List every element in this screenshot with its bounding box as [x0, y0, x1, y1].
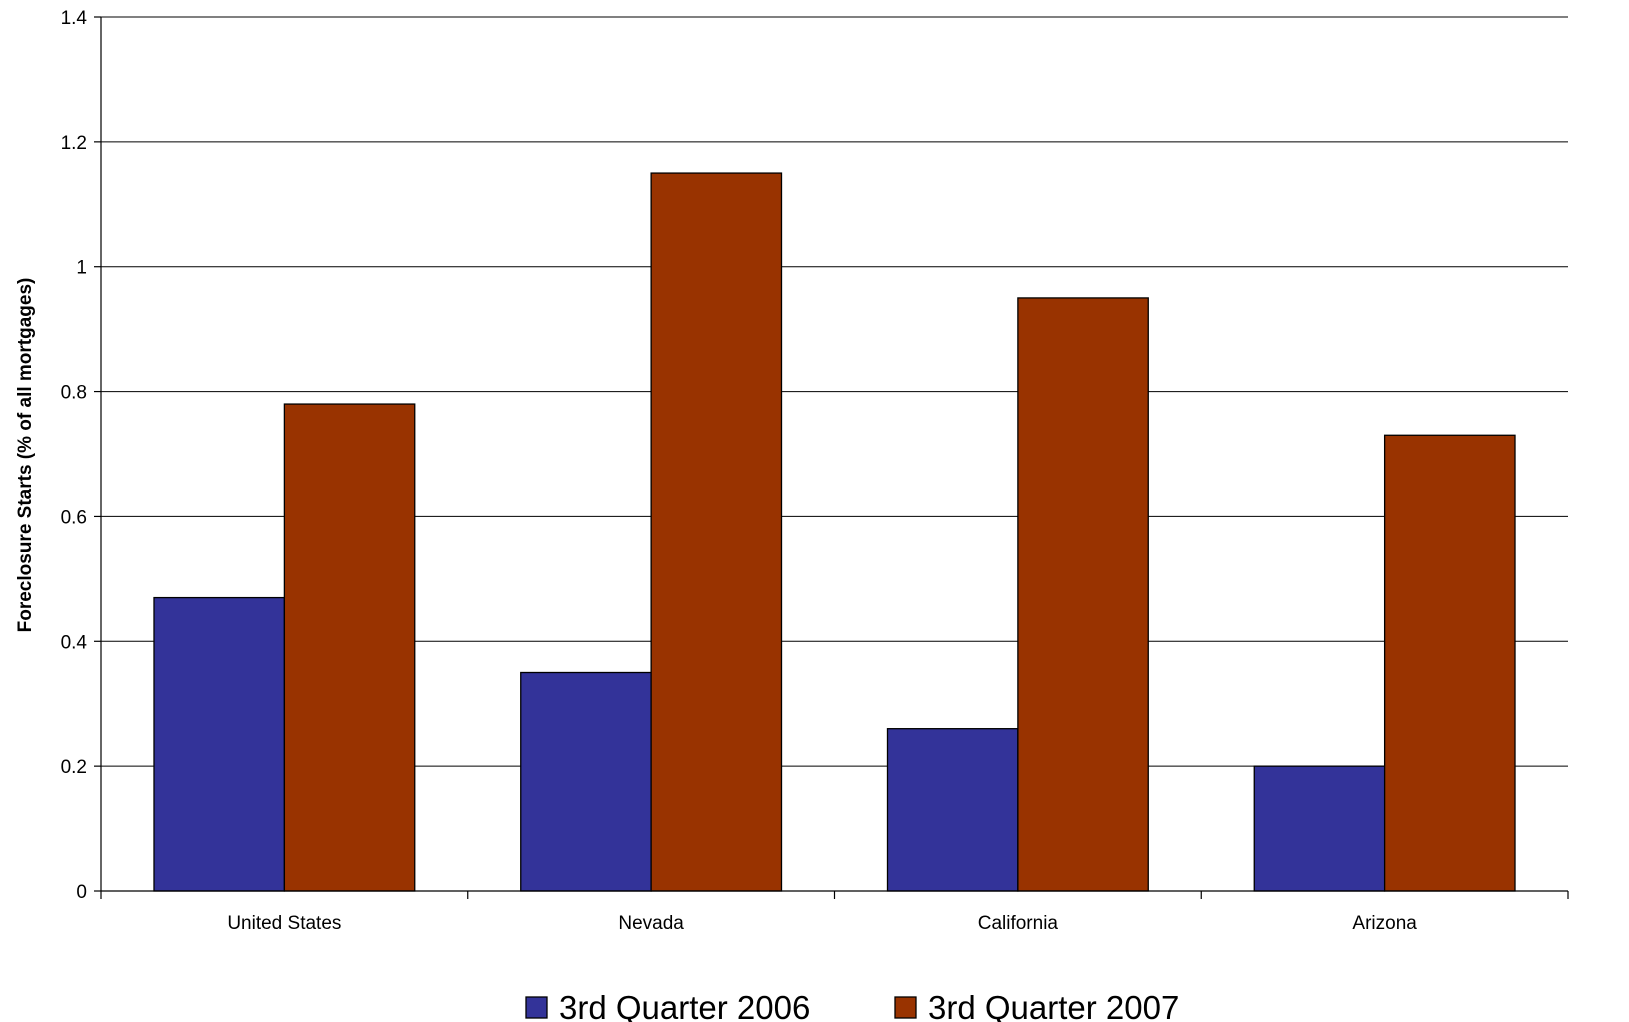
- x-tick-label: United States: [227, 913, 341, 934]
- legend-swatch: [525, 996, 548, 1019]
- bar-nevada-series-2: [650, 172, 783, 892]
- y-tick-label: 1.2: [61, 133, 87, 154]
- bar-nevada-series-1: [520, 671, 652, 892]
- y-tick-label: 0.6: [61, 507, 87, 528]
- bar-united-states-series-1: [153, 596, 286, 892]
- bar-united-states-series-2: [283, 403, 416, 892]
- y-tick-label: 0.2: [61, 757, 87, 778]
- legend-label: 3rd Quarter 2006: [559, 989, 810, 1022]
- bar-california-series-1: [886, 728, 1019, 892]
- legend-label: 3rd Quarter 2007: [928, 989, 1179, 1022]
- x-tick-label: California: [978, 913, 1059, 934]
- y-tick-label: 0: [76, 882, 87, 903]
- y-tick-label: 0.8: [61, 383, 87, 404]
- x-tick-label: Arizona: [1352, 913, 1417, 934]
- bar-arizona-series-1: [1253, 765, 1386, 892]
- bar-arizona-series-2: [1383, 434, 1516, 892]
- y-axis-label: Foreclosure Starts (% of all mortgages): [15, 278, 36, 633]
- axis-layer: 0 0.2 0.4 0.6 0.8 1 1.2 1.4 United States Nevada C…: [61, 8, 1569, 934]
- bar-california-series-2: [1017, 297, 1149, 892]
- legend-swatch: [894, 996, 917, 1019]
- bars-layer: [153, 172, 1516, 892]
- y-tick-label: 1: [76, 258, 87, 279]
- y-tick-label: 0.4: [61, 632, 88, 653]
- y-tick-label: 1.4: [61, 8, 88, 29]
- legend: 3rd Quarter 2006 3rd Quarter 2007: [525, 989, 1179, 1022]
- x-tick-label: Nevada: [618, 913, 684, 934]
